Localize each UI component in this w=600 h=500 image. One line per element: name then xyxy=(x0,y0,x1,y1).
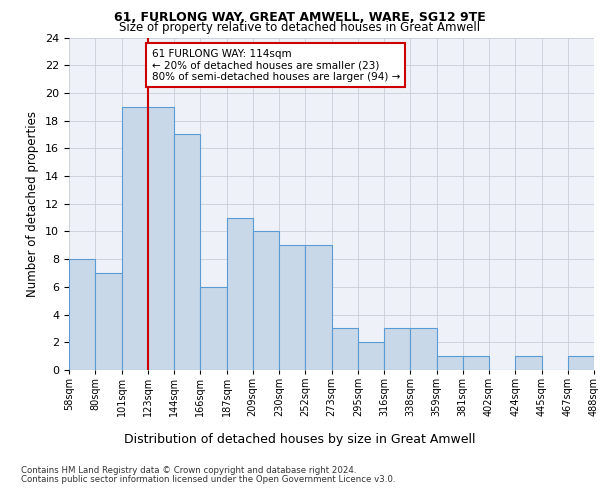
Bar xyxy=(358,342,384,370)
Text: Contains public sector information licensed under the Open Government Licence v3: Contains public sector information licen… xyxy=(21,475,395,484)
Bar xyxy=(437,356,463,370)
Text: Contains HM Land Registry data © Crown copyright and database right 2024.: Contains HM Land Registry data © Crown c… xyxy=(21,466,356,475)
Text: 61, FURLONG WAY, GREAT AMWELL, WARE, SG12 9TE: 61, FURLONG WAY, GREAT AMWELL, WARE, SG1… xyxy=(114,11,486,24)
Bar xyxy=(253,232,279,370)
Bar xyxy=(200,287,227,370)
Bar xyxy=(305,246,331,370)
Bar xyxy=(95,273,121,370)
Y-axis label: Number of detached properties: Number of detached properties xyxy=(26,111,40,296)
Text: Size of property relative to detached houses in Great Amwell: Size of property relative to detached ho… xyxy=(119,22,481,35)
Bar xyxy=(69,259,95,370)
Bar xyxy=(121,107,148,370)
Text: 61 FURLONG WAY: 114sqm
← 20% of detached houses are smaller (23)
80% of semi-det: 61 FURLONG WAY: 114sqm ← 20% of detached… xyxy=(152,48,400,82)
Bar xyxy=(331,328,358,370)
Bar xyxy=(174,134,200,370)
Bar xyxy=(384,328,410,370)
Bar xyxy=(279,246,305,370)
Text: Distribution of detached houses by size in Great Amwell: Distribution of detached houses by size … xyxy=(124,432,476,446)
Bar xyxy=(148,107,174,370)
Bar xyxy=(410,328,437,370)
Bar xyxy=(515,356,542,370)
Bar xyxy=(463,356,489,370)
Bar xyxy=(568,356,594,370)
Bar xyxy=(227,218,253,370)
